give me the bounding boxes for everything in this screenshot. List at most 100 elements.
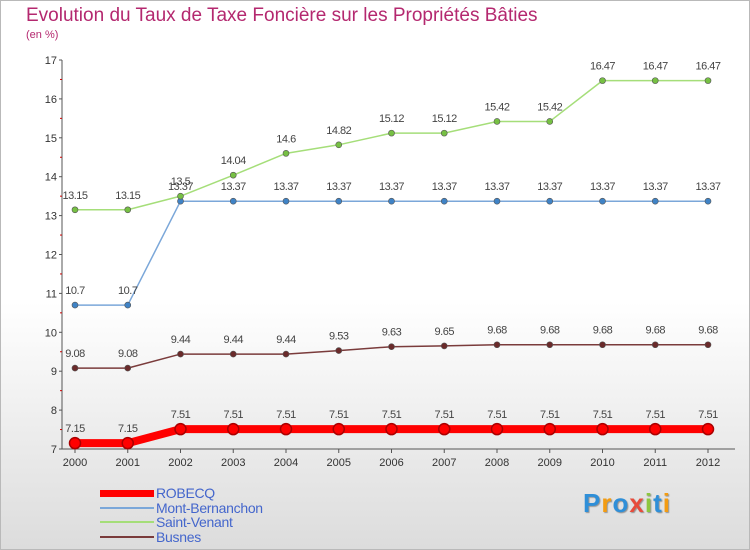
data-point: [229, 171, 237, 179]
data-point: [704, 197, 712, 205]
data-label: 15.12: [432, 113, 457, 125]
legend-label: Busnes: [156, 528, 201, 545]
data-label: 9.44: [224, 334, 244, 346]
data-label: 9.68: [487, 325, 507, 337]
data-point: [651, 341, 659, 349]
data-point: [174, 422, 187, 436]
data-point: [124, 364, 132, 372]
x-tick-label: 2011: [643, 457, 667, 469]
data-label: 16.47: [643, 61, 668, 73]
data-label: 15.42: [484, 101, 509, 113]
y-tick-label: 11: [46, 288, 57, 300]
data-point: [704, 77, 712, 84]
data-label: 7.51: [171, 409, 191, 421]
legend-swatch: [100, 535, 154, 538]
data-point: [438, 422, 451, 436]
data-label: 15.42: [537, 101, 562, 113]
data-point: [649, 422, 662, 436]
x-tick-label: 2005: [327, 457, 351, 469]
data-point: [282, 150, 290, 157]
data-label: 9.68: [540, 325, 560, 337]
data-label: 15.12: [379, 113, 404, 125]
legend-swatch: [100, 521, 154, 523]
legend-swatch: [100, 506, 154, 509]
data-point: [282, 197, 290, 205]
data-label: 13.37: [537, 181, 562, 193]
data-point: [177, 350, 184, 358]
data-label: 9.53: [329, 331, 349, 343]
x-tick-label: 2007: [432, 457, 456, 469]
data-label: 9.65: [435, 326, 455, 338]
data-point: [493, 197, 501, 205]
data-label: 9.44: [171, 334, 191, 346]
axes: 7 8 9 10 11 12 13 14 15 16 17 2000 2001 2002 2003 2004 2…: [45, 55, 735, 469]
data-label: 9.08: [65, 348, 85, 360]
data-point: [335, 347, 343, 354]
logo-letter: r: [601, 488, 613, 518]
data-label: 13.37: [590, 181, 615, 193]
x-tick-label: 2010: [590, 457, 614, 469]
data-point: [599, 77, 606, 84]
y-tick-label: 15: [45, 133, 57, 145]
logo-letter: o: [612, 488, 630, 518]
logo-letter: P: [583, 488, 602, 518]
data-label: 13.5: [171, 176, 191, 188]
data-point: [440, 197, 448, 205]
data-label: 13.37: [695, 181, 720, 193]
data-label: 13.15: [115, 190, 140, 202]
y-tick-label: 8: [51, 405, 57, 417]
data-point: [701, 422, 715, 436]
data-label: 7.51: [593, 409, 613, 421]
x-tick-label: 2002: [168, 457, 192, 469]
y-tick-label: 10: [45, 327, 57, 339]
data-label: 7.15: [65, 423, 85, 435]
data-point: [68, 436, 82, 450]
data-point: [546, 197, 554, 205]
data-point: [335, 141, 343, 149]
logo-letter: i: [644, 488, 654, 518]
legend-label: Mont-Bernanchon: [156, 499, 263, 516]
data-label: 7.51: [646, 409, 666, 421]
data-label: 13.37: [221, 181, 246, 193]
data-point: [388, 197, 395, 205]
data-label: 9.63: [382, 327, 402, 339]
data-label: 10.7: [118, 285, 138, 297]
data-label: 13.37: [168, 181, 193, 193]
data-point: [704, 341, 712, 349]
data-label: 14.04: [221, 155, 246, 167]
data-label: 9.08: [118, 348, 138, 360]
data-label: 13.15: [62, 190, 87, 202]
data-point: [440, 129, 448, 137]
data-point: [493, 341, 501, 349]
data-points: [68, 77, 715, 450]
data-label: 13.37: [379, 181, 404, 193]
data-label: 7.51: [540, 409, 560, 421]
data-point: [177, 192, 184, 200]
logo-letter: x: [629, 488, 645, 518]
data-label: 13.37: [484, 181, 509, 193]
data-label: 9.68: [646, 325, 666, 337]
data-point: [332, 422, 345, 436]
legend-label: ROBECQ: [156, 485, 215, 501]
y-tick-label: 16: [45, 94, 57, 106]
data-label: 9.68: [593, 325, 613, 337]
x-tick-label: 2009: [538, 457, 562, 469]
data-point: [227, 422, 240, 436]
data-point: [543, 422, 556, 436]
data-label: 7.51: [224, 409, 244, 421]
data-point: [124, 301, 132, 309]
data-point: [490, 422, 504, 436]
y-tick-label: 12: [45, 250, 57, 262]
y-tick-label: 9: [51, 366, 57, 378]
data-label: 7.51: [382, 409, 402, 421]
chart-title: Evolution du Taux de Taxe Foncière sur l…: [26, 5, 538, 26]
x-tick-label: 2006: [379, 457, 403, 469]
logo-letter: i: [662, 488, 671, 518]
data-point: [385, 422, 398, 436]
x-tick-label: 2000: [63, 457, 87, 469]
series-line-mont-bernanchon: [74, 200, 709, 306]
data-label: 16.47: [695, 61, 720, 73]
unit-label: (en %): [26, 29, 59, 41]
